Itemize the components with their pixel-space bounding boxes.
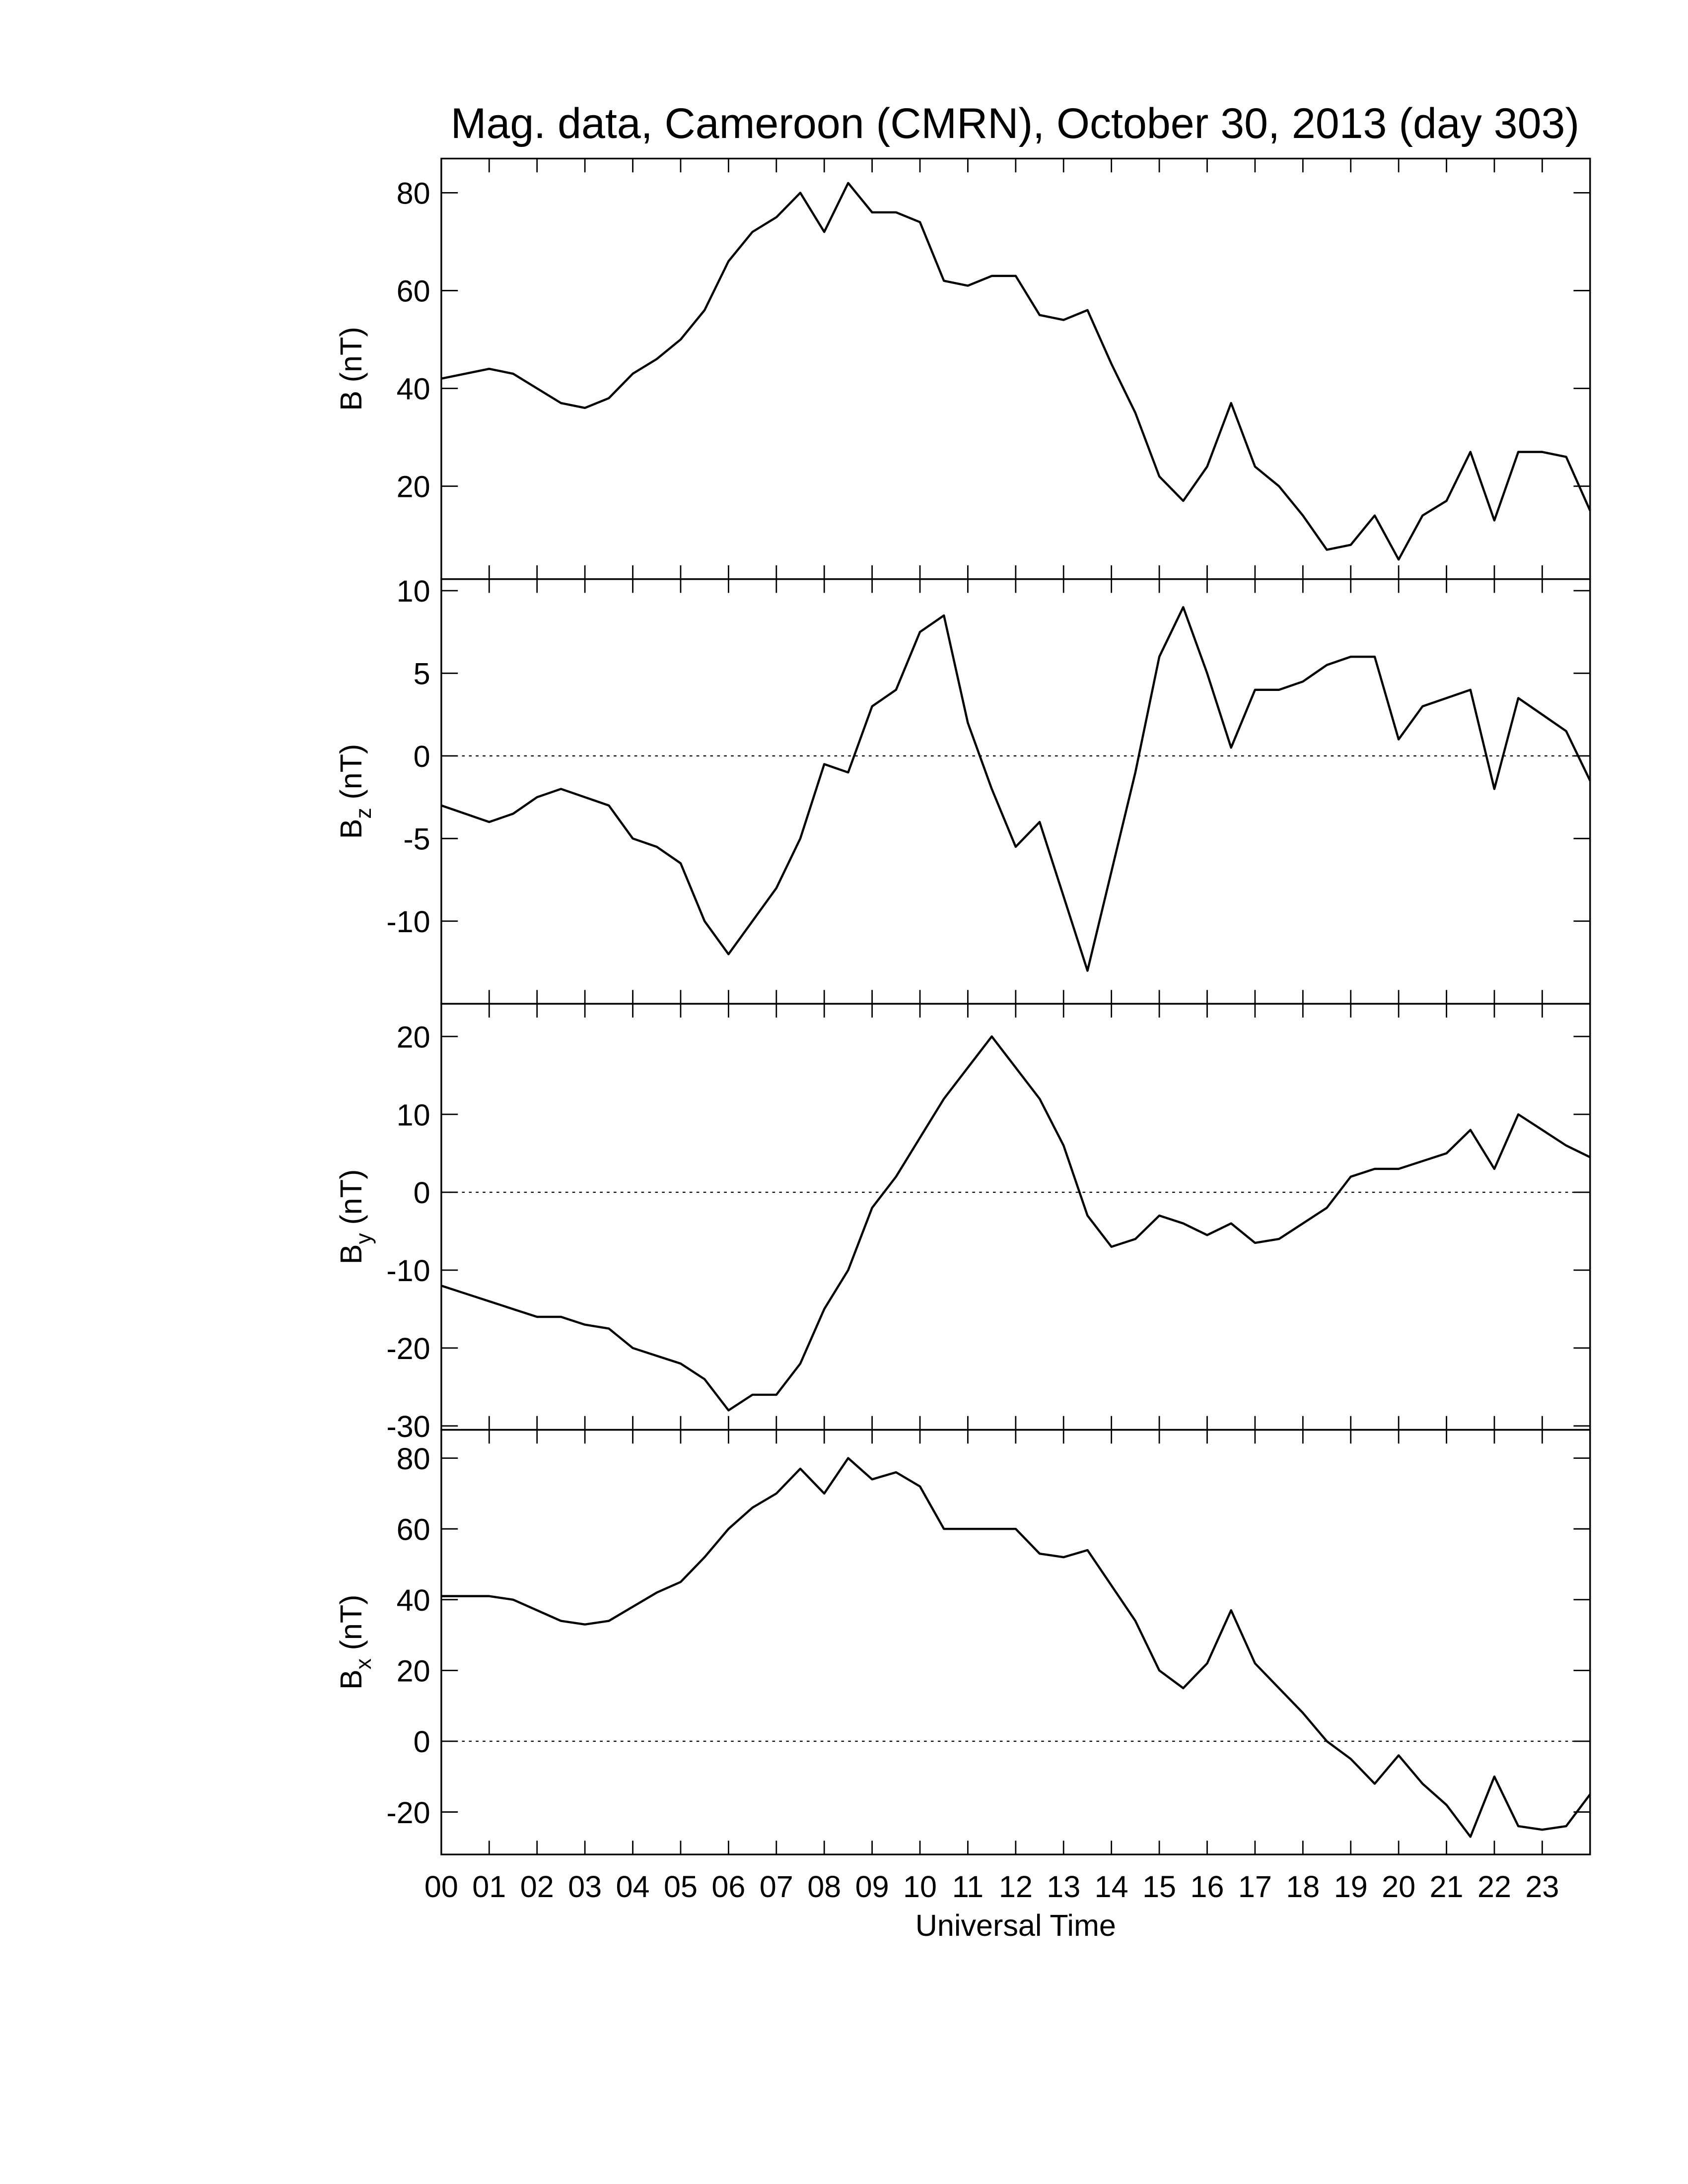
data-line: [441, 182, 1591, 561]
y-tick-label: 80: [397, 177, 430, 210]
y-tick-label: 0: [414, 740, 430, 773]
x-tick-label: 16: [1190, 1870, 1224, 1904]
y-tick-label: 20: [397, 1654, 430, 1688]
y-tick-label: 20: [397, 1020, 430, 1054]
x-tick-label: 05: [664, 1870, 698, 1904]
x-tick-label: 10: [903, 1870, 937, 1904]
y-tick-label: -10: [386, 905, 430, 939]
y-tick-label: 60: [397, 274, 430, 308]
x-tick-label: 11: [952, 1870, 984, 1904]
y-label-sub: z: [352, 808, 376, 819]
x-tick-label: 00: [424, 1870, 458, 1904]
x-tick-label: 22: [1477, 1870, 1511, 1904]
y-tick-label: 0: [414, 1176, 430, 1210]
y-label-unit: (nT): [334, 744, 368, 800]
plot-frame: [440, 1429, 1591, 1855]
x-tick-label: 09: [855, 1870, 889, 1904]
y-tick-label: -30: [386, 1410, 430, 1443]
y-tick-label: -10: [386, 1254, 430, 1288]
y-label-unit: (nT): [334, 327, 368, 382]
x-tick-label: 20: [1382, 1870, 1415, 1904]
plot-frame: [440, 157, 1591, 580]
y-axis-label: Bz (nT): [334, 744, 376, 839]
x-tick-label: 06: [711, 1870, 745, 1904]
y-label-unit: (nT): [334, 1595, 368, 1650]
y-tick-label: 0: [414, 1725, 430, 1759]
x-axis-label: Universal Time: [915, 1909, 1116, 1942]
x-tick-label: 19: [1334, 1870, 1368, 1904]
y-tick-label: 80: [397, 1442, 430, 1476]
x-tick-label: 08: [807, 1870, 841, 1904]
x-tick-label: 15: [1142, 1870, 1176, 1904]
plot-frame: [440, 578, 1591, 1005]
y-axis-label: By (nT): [334, 1169, 376, 1265]
x-tick-label: 23: [1525, 1870, 1559, 1904]
data-line: [441, 606, 1591, 972]
x-tick-label: 13: [1047, 1870, 1080, 1904]
x-tick-label: 17: [1238, 1870, 1272, 1904]
y-tick-label: -20: [386, 1796, 430, 1830]
y-tick-label: 20: [397, 470, 430, 504]
x-tick-label: 21: [1430, 1870, 1464, 1904]
y-label-base: B: [334, 391, 368, 411]
x-tick-label: 14: [1095, 1870, 1128, 1904]
y-label-base: B: [334, 1244, 368, 1264]
x-tick-label: 04: [616, 1870, 650, 1904]
data-line: [441, 1035, 1591, 1412]
x-tick-label: 03: [568, 1870, 602, 1904]
y-tick-label: 60: [397, 1512, 430, 1546]
y-axis-label: B (nT): [334, 327, 368, 410]
data-line: [441, 1457, 1591, 1838]
y-tick-label: 40: [397, 372, 430, 406]
x-tick-label: 02: [520, 1870, 554, 1904]
y-tick-label: 10: [397, 1098, 430, 1132]
y-label-base: B: [334, 1669, 368, 1690]
y-tick-label: -20: [386, 1332, 430, 1365]
y-label-sub: x: [352, 1658, 376, 1669]
y-label-base: B: [334, 819, 368, 839]
y-tick-label: 5: [414, 657, 430, 691]
y-tick-label: 10: [397, 574, 430, 608]
y-axis-label: Bx (nT): [334, 1595, 376, 1690]
y-label-unit: (nT): [334, 1169, 368, 1225]
y-tick-label: 40: [397, 1583, 430, 1617]
x-tick-label: 07: [760, 1870, 793, 1904]
chart-title: Mag. data, Cameroon (CMRN), October 30, …: [451, 100, 1579, 147]
x-tick-label: 01: [472, 1870, 506, 1904]
y-tick-label: -5: [403, 822, 430, 856]
x-tick-label: 18: [1286, 1870, 1320, 1904]
x-tick-label: 12: [999, 1870, 1033, 1904]
y-label-sub: y: [352, 1232, 376, 1244]
